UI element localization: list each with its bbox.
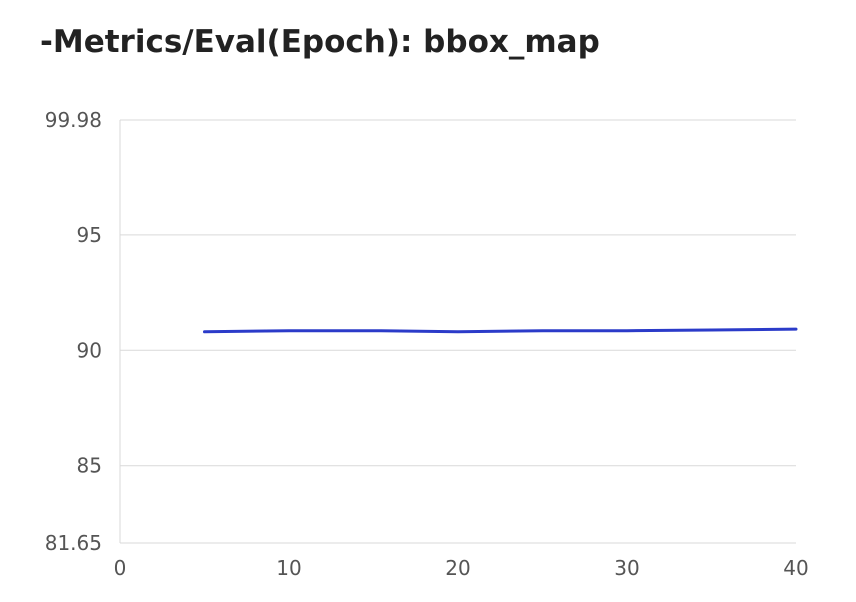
x-tick-label: 30 xyxy=(614,556,639,580)
y-tick-label: 95 xyxy=(77,223,102,247)
y-tick-label: 81.65 xyxy=(45,531,102,555)
y-axis-ticks: 81.65 85 90 95 99.98 xyxy=(45,108,102,555)
grid-lines xyxy=(120,119,796,544)
y-tick-label: 99.98 xyxy=(45,108,102,132)
x-tick-label: 40 xyxy=(783,556,808,580)
series-line xyxy=(203,327,798,334)
x-axis-ticks: 0 10 20 30 40 xyxy=(114,556,809,580)
y-tick-label: 90 xyxy=(77,338,102,362)
y-tick-label: 85 xyxy=(77,454,102,478)
series-layer xyxy=(203,327,798,334)
x-tick-label: 0 xyxy=(114,556,127,580)
x-tick-label: 10 xyxy=(276,556,301,580)
x-tick-label: 20 xyxy=(445,556,470,580)
chart-title: -Metrics/Eval(Epoch): bbox_map xyxy=(40,24,600,60)
